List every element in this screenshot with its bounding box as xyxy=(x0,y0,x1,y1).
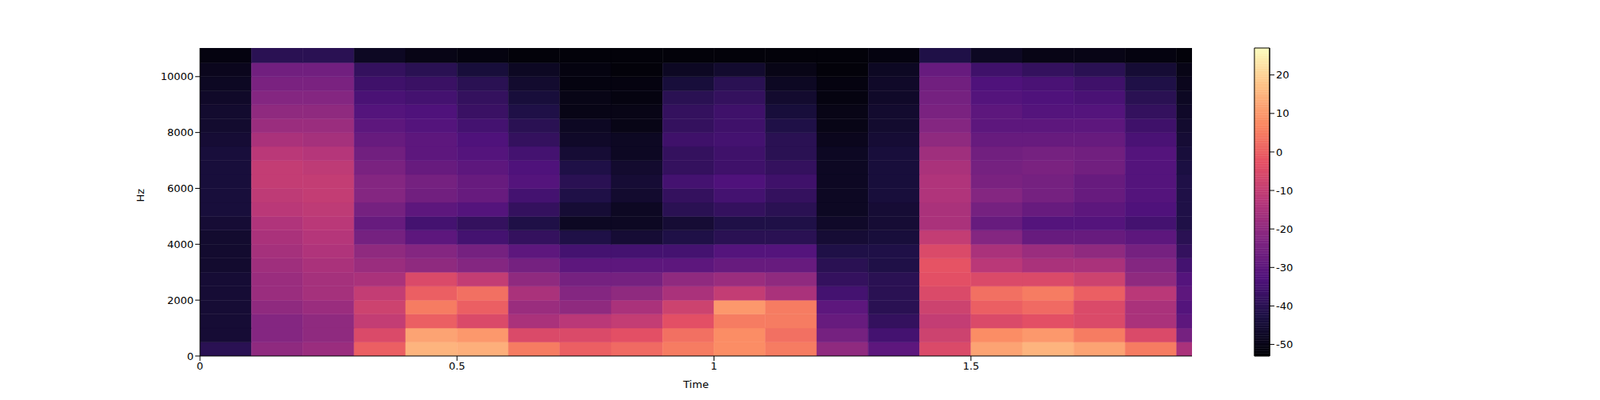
svg-text:0.5: 0.5 xyxy=(448,360,466,372)
svg-text:20: 20 xyxy=(1276,68,1290,81)
svg-text:1.5: 1.5 xyxy=(962,360,980,372)
svg-text:-40: -40 xyxy=(1276,300,1293,312)
svg-text:-50: -50 xyxy=(1276,338,1293,351)
svg-text:0: 0 xyxy=(1276,146,1283,159)
svg-text:4000: 4000 xyxy=(167,238,194,251)
svg-text:8000: 8000 xyxy=(167,126,194,139)
svg-text:6000: 6000 xyxy=(167,182,194,195)
svg-text:0: 0 xyxy=(196,360,204,372)
svg-text:-20: -20 xyxy=(1276,223,1293,236)
svg-text:-10: -10 xyxy=(1276,184,1293,197)
svg-text:10: 10 xyxy=(1276,107,1290,120)
svg-text:2000: 2000 xyxy=(167,294,194,307)
svg-text:Hz: Hz xyxy=(134,188,147,203)
svg-text:0: 0 xyxy=(187,350,194,363)
svg-text:10000: 10000 xyxy=(160,70,194,83)
svg-text:-30: -30 xyxy=(1276,261,1293,274)
svg-text:Time: Time xyxy=(682,378,709,391)
svg-text:1: 1 xyxy=(710,360,717,372)
